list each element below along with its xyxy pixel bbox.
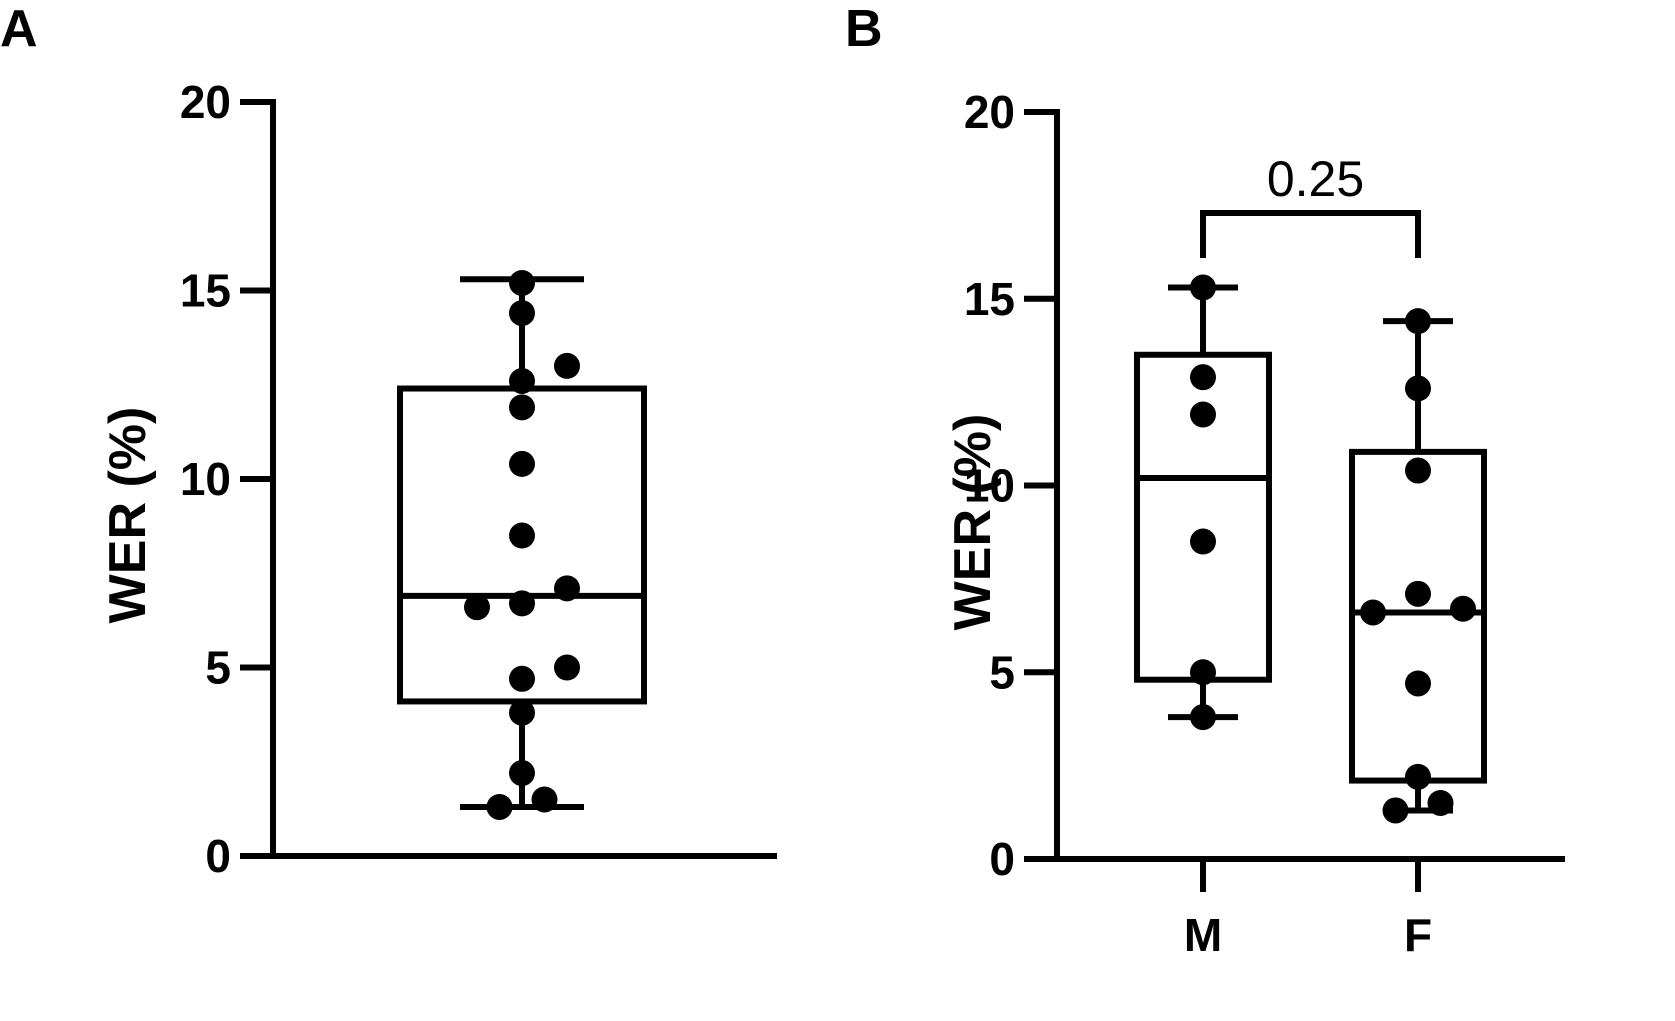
data-point	[509, 760, 535, 787]
data-point	[1405, 375, 1431, 402]
y-tick-label: 20	[964, 86, 1015, 138]
panel-b-y-ticks: 0 5 10 15 20	[964, 86, 1057, 885]
panel-a-y-axis-title: WER (%)	[99, 407, 157, 624]
data-point	[509, 590, 535, 617]
data-point	[1190, 401, 1216, 428]
panel-a-y-ticks: 0 5 10 15 20	[180, 76, 273, 882]
panel-b-label: B	[845, 0, 883, 58]
y-tick-label: 0	[989, 833, 1015, 885]
bracket-line	[1200, 210, 1421, 258]
y-tick-label: 15	[964, 273, 1015, 325]
data-point	[531, 786, 558, 813]
data-point	[554, 654, 580, 681]
y-tick-label: 10	[180, 453, 231, 505]
data-point	[1427, 789, 1454, 816]
data-point	[509, 450, 535, 477]
data-point	[1450, 595, 1476, 622]
p-value-label: 0.25	[1267, 151, 1364, 207]
data-point	[1405, 580, 1431, 607]
data-point	[1405, 763, 1431, 790]
panel-a-points	[464, 269, 580, 820]
panel-b-points	[1190, 274, 1476, 824]
y-tick-label: 0	[205, 830, 231, 882]
panel-a-label: A	[0, 0, 38, 58]
panel-b-significance-bracket: 0.25	[1200, 151, 1421, 258]
iqr-box	[1134, 351, 1272, 683]
y-tick-label: 5	[989, 646, 1015, 698]
y-tick-label: 5	[205, 642, 231, 694]
data-point	[509, 300, 535, 327]
data-point	[1405, 308, 1431, 335]
data-point	[1190, 704, 1216, 731]
data-point	[509, 665, 535, 692]
data-point	[486, 793, 513, 820]
y-tick-label: 10	[964, 460, 1015, 512]
data-point	[554, 575, 580, 602]
data-point	[1382, 797, 1409, 824]
data-point	[509, 699, 535, 726]
data-point	[554, 352, 580, 379]
data-point	[1405, 670, 1431, 697]
data-point	[1405, 457, 1431, 484]
data-point	[509, 522, 535, 549]
data-point	[509, 269, 535, 296]
data-point	[509, 394, 535, 421]
data-point	[464, 594, 490, 621]
data-point	[1360, 599, 1386, 626]
y-tick-label: 20	[180, 76, 231, 128]
data-point	[1190, 364, 1216, 391]
panel-b-boxes	[1134, 284, 1487, 814]
x-tick-label: M	[1184, 909, 1222, 961]
panel-b-axes	[1054, 109, 1565, 862]
y-tick-label: 15	[180, 265, 231, 317]
panel-b-y-axis-title: WER (%)	[944, 414, 1002, 631]
data-point	[1190, 659, 1216, 686]
data-point	[509, 367, 535, 394]
data-point	[1190, 528, 1216, 555]
panel-a: A WER (%) 0 5 10 15 20	[0, 0, 777, 882]
data-point	[1190, 274, 1216, 301]
x-tick-label: F	[1404, 909, 1432, 961]
